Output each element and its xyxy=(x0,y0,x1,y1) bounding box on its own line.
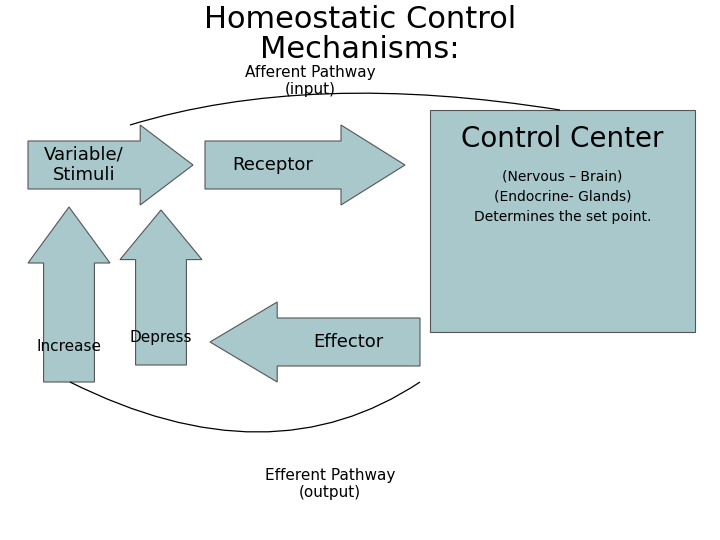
Bar xyxy=(430,110,695,332)
Text: (Endocrine- Glands): (Endocrine- Glands) xyxy=(494,190,631,204)
Text: Increase: Increase xyxy=(37,339,102,354)
Polygon shape xyxy=(120,210,202,365)
Text: Effector: Effector xyxy=(313,333,384,351)
Text: Mechanisms:: Mechanisms: xyxy=(260,35,460,64)
Polygon shape xyxy=(210,302,420,382)
Polygon shape xyxy=(28,207,110,382)
Text: Receptor: Receptor xyxy=(233,156,313,174)
Text: Efferent Pathway
(output): Efferent Pathway (output) xyxy=(265,468,395,501)
Text: Afferent Pathway
(input): Afferent Pathway (input) xyxy=(245,65,375,97)
Polygon shape xyxy=(205,125,405,205)
Text: Control Center: Control Center xyxy=(462,125,664,153)
Text: Homeostatic Control: Homeostatic Control xyxy=(204,5,516,34)
Text: (Nervous – Brain): (Nervous – Brain) xyxy=(503,170,623,184)
Polygon shape xyxy=(28,125,193,205)
Text: Depress: Depress xyxy=(130,330,192,345)
Text: Determines the set point.: Determines the set point. xyxy=(474,210,651,224)
Text: Variable/
Stimuli: Variable/ Stimuli xyxy=(44,146,124,184)
